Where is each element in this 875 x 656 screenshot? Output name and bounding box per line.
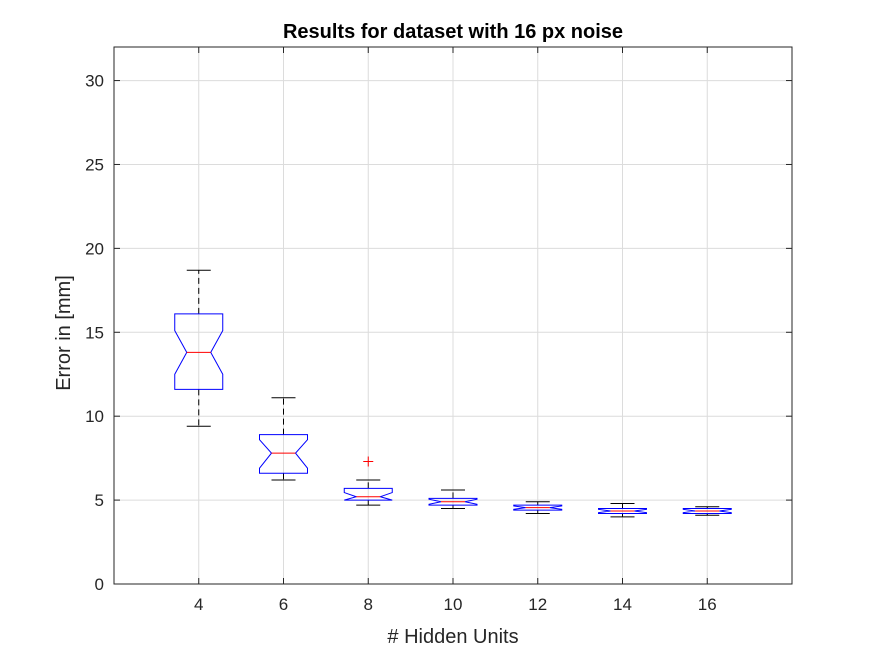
axes: 0 5 10 15 20 25 30 4 6 8 10 12 14 16 xyxy=(85,46,793,614)
x-tick-label: 12 xyxy=(528,595,547,614)
box-group xyxy=(598,502,647,518)
grid xyxy=(114,47,792,585)
y-tick-label: 5 xyxy=(95,491,104,510)
notched-box xyxy=(259,434,308,474)
y-tick-label: 15 xyxy=(85,323,104,342)
x-axis-label: # Hidden Units xyxy=(387,626,518,648)
box-group xyxy=(343,456,393,506)
x-tick-label: 6 xyxy=(279,595,288,614)
box-group xyxy=(513,501,563,515)
notched-box xyxy=(513,504,563,511)
notched-box xyxy=(343,487,393,501)
y-tick-label: 25 xyxy=(85,155,104,174)
x-tick-label: 16 xyxy=(698,595,717,614)
x-tick-label: 8 xyxy=(364,595,373,614)
outlier-marker xyxy=(363,456,374,467)
x-tick-label: 4 xyxy=(194,595,203,614)
box-group xyxy=(174,269,224,427)
y-tick-label: 30 xyxy=(85,72,104,91)
chart-title: Results for dataset with 16 px noise xyxy=(283,21,623,43)
plot-area xyxy=(174,269,732,518)
notched-box xyxy=(174,313,224,390)
box-group xyxy=(259,397,308,481)
y-tick-label: 20 xyxy=(85,239,104,258)
y-axis-label: Error in [mm] xyxy=(53,275,75,391)
notched-box xyxy=(428,497,478,506)
notched-box xyxy=(598,507,647,515)
y-tick-label: 0 xyxy=(95,575,104,594)
y-tick-label: 10 xyxy=(85,407,104,426)
notched-box xyxy=(682,507,732,515)
x-tick-label: 14 xyxy=(613,595,632,614)
box-group xyxy=(682,506,732,516)
x-tick-label: 10 xyxy=(444,595,463,614)
box-group xyxy=(428,489,478,509)
